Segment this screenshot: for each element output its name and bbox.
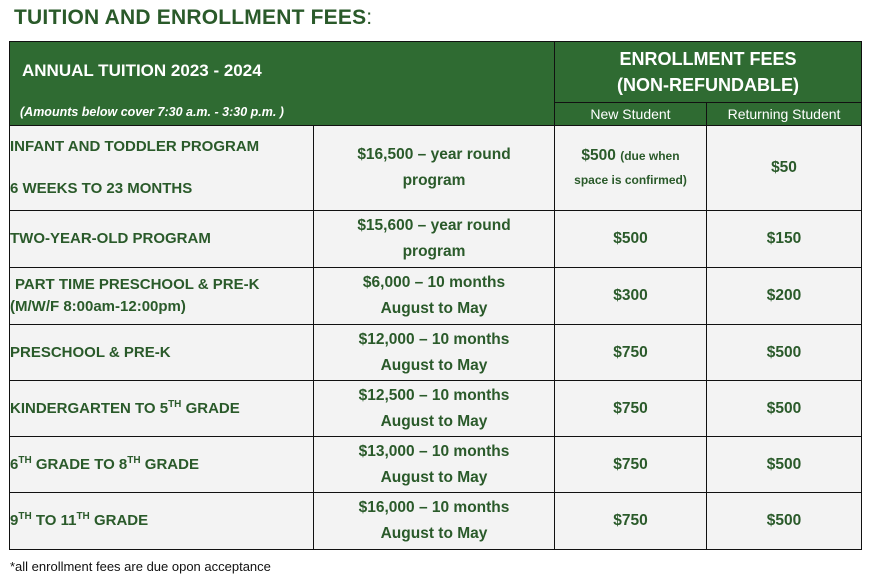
page-title-colon: : [366,6,373,29]
program-name: PART TIME PRESCHOOL & PRE-K [15,276,260,293]
program-name: PRESCHOOL & PRE-K [9,324,314,381]
tuition-amount: $16,000 – 10 months [358,499,510,516]
returning-fee-cell: $500 [705,492,863,550]
ordinal-suffix: TH [18,511,32,522]
page-title: TUITION AND ENROLLMENT FEES: [14,6,372,30]
table-row: 9TH TO 11TH GRADE $16,000 – 10 months Au… [9,492,863,550]
annual-tuition-header: ANNUAL TUITION 2023 - 2024 (Amounts belo… [9,41,555,126]
tuition-term: program [402,243,466,260]
new-student-fee-cell: $750 [554,380,707,437]
tuition-cell: $12,000 – 10 months August to May [313,324,555,381]
tuition-cell: $16,500 – year round program [313,125,555,211]
program-name-mid: GRADE TO 8 [31,455,128,473]
program-name: KINDERGARTEN TO 5 [10,399,169,417]
returning-student-header: Returning Student [705,101,863,127]
tuition-term: August to May [380,300,488,317]
program-age: 6 WEEKS TO 23 MONTHS [10,180,193,197]
enrollment-fees-line1: ENROLLMENT FEES [619,48,797,69]
annual-tuition-years: 2023 - 2024 [170,61,262,80]
header-row-2: New Student Returning Student [10,101,863,127]
tuition-fees-table: ANNUAL TUITION 2023 - 2024 (Amounts belo… [9,41,863,550]
tuition-cell: $13,000 – 10 months August to May [313,436,555,493]
new-student-fee: $500 [581,147,616,164]
tuition-cell: $16,000 – 10 months August to May [313,492,555,550]
returning-fee-cell: $500 [705,436,863,493]
hours-note: (Amounts below cover 7:30 a.m. - 3:30 p.… [20,105,284,119]
tuition-amount: $13,000 – 10 months [358,442,510,460]
program-cell: INFANT AND TODDLER PROGRAM 6 WEEKS TO 23… [9,125,314,211]
ordinal-suffix-2: TH [127,454,141,466]
new-student-fee-cell: $500 [554,210,707,268]
program-schedule: (M/W/F 8:00am-12:00pm) [10,298,186,315]
program-name-end: GRADE [140,455,199,473]
ordinal-suffix-2: TH [76,511,90,522]
new-student-fee-cell: $500 (due when space is confirmed) [554,125,707,211]
new-student-header: New Student [554,101,707,127]
header-row-1: ANNUAL TUITION 2023 - 2024 (Amounts belo… [9,41,863,126]
table-row: PRESCHOOL & PRE-K $12,000 – 10 months Au… [9,324,863,381]
program-cell: 6TH GRADE TO 8TH GRADE [9,436,314,493]
returning-fee-cell: $50 [705,125,863,211]
tuition-cell: $15,600 – year round program [313,210,555,268]
program-name-end: GRADE [181,399,240,417]
tuition-term: August to May [380,468,488,486]
returning-fee-cell: $200 [705,267,863,325]
ordinal-suffix: TH [18,454,32,466]
returning-fee-cell: $500 [705,324,863,381]
tuition-amount: $16,500 – year round [357,146,511,163]
tuition-cell: $6,000 – 10 months August to May [313,267,555,325]
new-fee-note: (due when [620,149,680,163]
tuition-term: August to May [380,356,488,374]
program-name: TWO-YEAR-OLD PROGRAM [9,210,314,268]
program-cell: 9TH TO 11TH GRADE [9,492,314,550]
new-student-fee-cell: $750 [554,436,707,493]
table-row: PART TIME PRESCHOOL & PRE-K (M/W/F 8:00a… [9,267,863,325]
returning-fee-cell: $150 [705,210,863,268]
footnote: *all enrollment fees are due opon accept… [10,559,271,574]
program-name: 9 [10,512,19,529]
table-row: KINDERGARTEN TO 5TH GRADE $12,500 – 10 m… [9,380,863,437]
program-name: INFANT AND TODDLER PROGRAM [10,138,260,155]
new-student-fee-cell: $300 [554,267,707,325]
tuition-term: August to May [380,412,488,430]
program-cell: KINDERGARTEN TO 5TH GRADE [9,380,314,437]
tuition-cell: $12,500 – 10 months August to May [313,380,555,437]
program-name-mid: TO 11 [31,512,77,529]
new-student-fee-cell: $750 [554,324,707,381]
table-row: TWO-YEAR-OLD PROGRAM $15,600 – year roun… [9,210,863,268]
annual-tuition-label: ANNUAL TUITION 2023 - 2024 [22,61,262,81]
page-title-text: TUITION AND ENROLLMENT FEES [14,6,367,29]
tuition-term: program [402,172,466,189]
tuition-term: August to May [380,525,488,542]
program-name: 6 [10,455,19,473]
table-row: 6TH GRADE TO 8TH GRADE $13,000 – 10 mont… [9,436,863,493]
program-name-end: GRADE [89,512,149,529]
tuition-amount: $12,500 – 10 months [358,386,510,404]
enrollment-fees-header: ENROLLMENT FEES (NON-REFUNDABLE) [553,41,863,103]
tuition-amount: $6,000 – 10 months [362,274,506,291]
ordinal-suffix: TH [168,398,182,410]
tuition-amount: $12,000 – 10 months [358,330,510,348]
program-cell: PART TIME PRESCHOOL & PRE-K (M/W/F 8:00a… [9,267,314,325]
enrollment-fees-line2: (NON-REFUNDABLE) [617,74,799,95]
new-fee-note-2: space is confirmed) [574,173,687,187]
returning-fee-cell: $500 [705,380,863,437]
annual-tuition-bold: ANNUAL TUITION [22,61,167,80]
table-row: INFANT AND TODDLER PROGRAM 6 WEEKS TO 23… [9,125,863,211]
tuition-amount: $15,600 – year round [357,217,511,234]
new-student-fee-cell: $750 [554,492,707,550]
